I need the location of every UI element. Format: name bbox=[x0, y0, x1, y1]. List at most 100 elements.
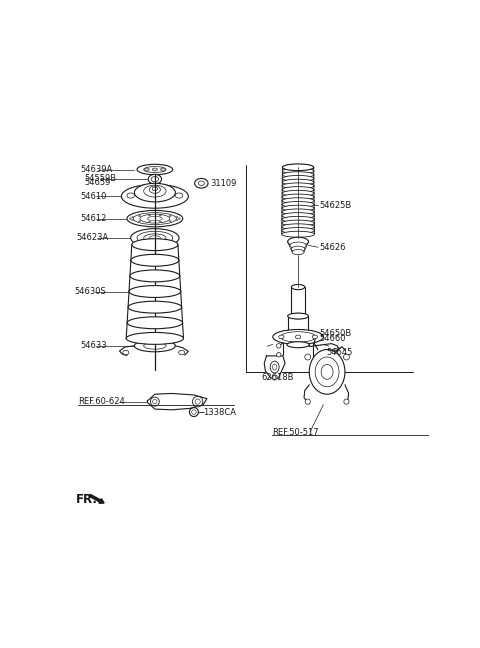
Ellipse shape bbox=[282, 213, 314, 218]
Ellipse shape bbox=[144, 185, 166, 197]
Ellipse shape bbox=[282, 168, 314, 174]
Ellipse shape bbox=[133, 213, 177, 225]
Ellipse shape bbox=[131, 229, 179, 248]
Ellipse shape bbox=[309, 349, 345, 394]
Ellipse shape bbox=[282, 191, 314, 196]
Text: 62618B: 62618B bbox=[261, 373, 294, 382]
Ellipse shape bbox=[151, 176, 158, 182]
Ellipse shape bbox=[129, 218, 132, 220]
Ellipse shape bbox=[132, 219, 134, 221]
Ellipse shape bbox=[273, 329, 324, 344]
Ellipse shape bbox=[134, 340, 175, 352]
Ellipse shape bbox=[192, 410, 196, 414]
Ellipse shape bbox=[344, 354, 349, 360]
Text: 54630S: 54630S bbox=[74, 288, 106, 296]
Ellipse shape bbox=[127, 211, 183, 227]
Ellipse shape bbox=[147, 216, 162, 221]
Ellipse shape bbox=[273, 364, 277, 370]
Text: FR.: FR. bbox=[76, 492, 97, 505]
Ellipse shape bbox=[132, 216, 134, 218]
Text: 54659: 54659 bbox=[84, 178, 110, 187]
Ellipse shape bbox=[128, 301, 181, 313]
Ellipse shape bbox=[282, 187, 314, 192]
Ellipse shape bbox=[192, 397, 203, 407]
Ellipse shape bbox=[291, 246, 305, 252]
Ellipse shape bbox=[153, 399, 157, 404]
Ellipse shape bbox=[121, 185, 188, 208]
Ellipse shape bbox=[282, 202, 314, 207]
Ellipse shape bbox=[176, 219, 178, 221]
Ellipse shape bbox=[138, 220, 141, 222]
Ellipse shape bbox=[290, 242, 306, 249]
Text: 1338CA: 1338CA bbox=[203, 408, 236, 417]
Text: 54650B: 54650B bbox=[320, 329, 352, 338]
Ellipse shape bbox=[276, 343, 281, 348]
Text: 54623A: 54623A bbox=[77, 233, 109, 242]
Ellipse shape bbox=[134, 183, 175, 202]
Ellipse shape bbox=[282, 205, 314, 211]
Ellipse shape bbox=[169, 215, 171, 216]
Ellipse shape bbox=[282, 224, 314, 230]
Ellipse shape bbox=[282, 194, 314, 200]
Text: 54660: 54660 bbox=[320, 334, 346, 343]
Ellipse shape bbox=[282, 183, 314, 189]
Ellipse shape bbox=[144, 168, 149, 171]
Ellipse shape bbox=[282, 172, 314, 178]
Text: REF.60-624: REF.60-624 bbox=[78, 397, 125, 406]
Ellipse shape bbox=[282, 231, 314, 237]
Ellipse shape bbox=[282, 165, 314, 170]
Text: 54645: 54645 bbox=[326, 348, 352, 357]
Ellipse shape bbox=[305, 399, 311, 404]
Ellipse shape bbox=[148, 174, 162, 184]
FancyArrow shape bbox=[89, 494, 104, 503]
Ellipse shape bbox=[159, 214, 161, 216]
Ellipse shape bbox=[279, 335, 284, 339]
Ellipse shape bbox=[144, 234, 166, 242]
Ellipse shape bbox=[270, 361, 279, 373]
Ellipse shape bbox=[148, 221, 151, 223]
Ellipse shape bbox=[144, 343, 166, 349]
Ellipse shape bbox=[195, 178, 208, 188]
Ellipse shape bbox=[282, 179, 314, 185]
Ellipse shape bbox=[315, 357, 339, 387]
Ellipse shape bbox=[312, 335, 317, 339]
Ellipse shape bbox=[126, 332, 183, 344]
Polygon shape bbox=[264, 356, 285, 378]
Ellipse shape bbox=[282, 176, 314, 181]
Text: 31109: 31109 bbox=[210, 179, 236, 188]
Text: 54633: 54633 bbox=[81, 341, 107, 351]
Ellipse shape bbox=[282, 216, 314, 222]
Ellipse shape bbox=[160, 168, 166, 171]
Ellipse shape bbox=[288, 237, 309, 246]
Ellipse shape bbox=[152, 168, 157, 171]
Ellipse shape bbox=[137, 231, 173, 245]
Text: 54559B: 54559B bbox=[84, 174, 116, 183]
Ellipse shape bbox=[282, 220, 314, 226]
Ellipse shape bbox=[159, 221, 161, 223]
Text: 54625B: 54625B bbox=[320, 201, 352, 210]
Ellipse shape bbox=[288, 330, 309, 336]
Ellipse shape bbox=[149, 186, 160, 193]
Ellipse shape bbox=[195, 399, 200, 404]
Ellipse shape bbox=[132, 238, 178, 251]
Ellipse shape bbox=[282, 227, 314, 233]
Ellipse shape bbox=[276, 353, 281, 357]
Ellipse shape bbox=[282, 164, 314, 170]
Ellipse shape bbox=[123, 351, 129, 354]
Ellipse shape bbox=[176, 216, 178, 218]
Polygon shape bbox=[147, 393, 207, 410]
Ellipse shape bbox=[131, 254, 179, 266]
Ellipse shape bbox=[144, 167, 166, 172]
Text: 54639A: 54639A bbox=[81, 165, 113, 174]
Ellipse shape bbox=[296, 335, 300, 339]
Ellipse shape bbox=[150, 397, 159, 406]
Ellipse shape bbox=[152, 187, 157, 191]
Ellipse shape bbox=[288, 313, 309, 319]
Ellipse shape bbox=[190, 408, 198, 417]
Text: 54610: 54610 bbox=[81, 192, 107, 201]
Ellipse shape bbox=[148, 214, 151, 216]
Ellipse shape bbox=[291, 314, 305, 319]
Ellipse shape bbox=[138, 215, 141, 216]
Ellipse shape bbox=[149, 236, 160, 240]
Ellipse shape bbox=[169, 220, 171, 222]
